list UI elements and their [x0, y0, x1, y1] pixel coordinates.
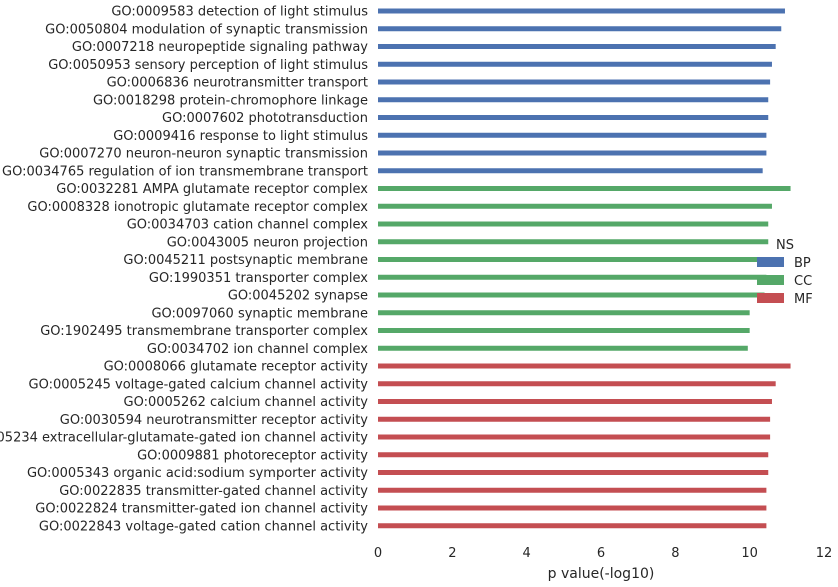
- bar-cc-17: [378, 310, 750, 316]
- bar-bp-6: [378, 115, 769, 120]
- category-label-19: GO:0034702 ion channel complex: [147, 342, 368, 357]
- x-tick-label-4: 8: [671, 546, 679, 561]
- legend-swatch-bp: [757, 257, 784, 267]
- bar-cc-14: [378, 257, 769, 262]
- category-label-17: GO:0097060 synaptic membrane: [151, 306, 368, 321]
- legend-label-mf: MF: [794, 292, 813, 307]
- bar-cc-13: [378, 239, 769, 245]
- bar-cc-15: [378, 274, 767, 280]
- category-label-27: GO:0022835 transmitter-gated channel act…: [59, 484, 368, 499]
- category-label-24: GO:0005234 extracellular-glutamate-gated…: [0, 431, 368, 446]
- category-label-13: GO:0043005 neuron projection: [167, 235, 368, 250]
- category-label-0: GO:0009583 detection of light stimulus: [111, 5, 368, 20]
- category-label-26: GO:0005343 organic acid:sodium symporter…: [27, 466, 368, 481]
- category-label-11: GO:0008328 ionotropic glutamate receptor…: [27, 200, 368, 215]
- category-label-21: GO:0005245 voltage-gated calcium channel…: [29, 377, 369, 392]
- x-tick-label-6: 12: [816, 546, 833, 561]
- legend-swatch-cc: [757, 275, 784, 285]
- bar-mf-26: [378, 470, 769, 475]
- bar-bp-5: [378, 97, 769, 103]
- x-tick-label-0: 0: [374, 546, 382, 561]
- bar-cc-11: [378, 203, 772, 209]
- category-label-9: GO:0034765 regulation of ion transmembra…: [2, 164, 368, 179]
- bar-bp-9: [378, 168, 763, 174]
- category-label-5: GO:0018298 protein-chromophore linkage: [93, 93, 368, 108]
- category-label-14: GO:0045211 postsynaptic membrane: [123, 253, 368, 268]
- category-label-4: GO:0006836 neurotransmitter transport: [107, 76, 368, 91]
- category-label-2: GO:0007218 neuropeptide signaling pathwa…: [72, 40, 368, 55]
- category-label-18: GO:1902495 transmembrane transporter com…: [40, 324, 368, 339]
- bar-mf-23: [378, 416, 771, 422]
- x-axis-title: p value(-log10): [548, 566, 655, 582]
- legend-label-bp: BP: [794, 256, 811, 271]
- bar-cc-12: [378, 221, 769, 227]
- bars-layer: [378, 8, 791, 529]
- bar-bp-8: [378, 150, 767, 156]
- category-label-3: GO:0050953 sensory perception of light s…: [48, 58, 368, 73]
- category-label-20: GO:0008066 glutamate receptor activity: [104, 360, 369, 375]
- category-labels: GO:0009583 detection of light stimulus GO…: [0, 5, 368, 535]
- category-label-12: GO:0034703 cation channel complex: [127, 218, 369, 233]
- legend: NS BP CC MF: [757, 238, 813, 307]
- category-label-15: GO:1990351 transporter complex: [149, 271, 368, 286]
- bar-cc-10: [378, 186, 791, 191]
- bar-mf-21: [378, 381, 776, 387]
- bar-mf-27: [378, 487, 767, 493]
- bar-mf-24: [378, 434, 771, 440]
- category-label-6: GO:0007602 phototransduction: [162, 111, 368, 126]
- bar-cc-16: [378, 292, 765, 298]
- category-label-25: GO:0009881 photoreceptor activity: [137, 448, 368, 463]
- legend-title: NS: [776, 238, 794, 253]
- bar-mf-22: [378, 399, 772, 404]
- bar-bp-3: [378, 61, 772, 67]
- category-label-8: GO:0007270 neuron-neuron synaptic transm…: [39, 147, 368, 162]
- x-tick-label-1: 2: [448, 546, 456, 561]
- category-label-28: GO:0022824 transmitter-gated ion channel…: [35, 502, 368, 517]
- category-label-22: GO:0005262 calcium channel activity: [124, 395, 369, 410]
- bar-bp-0: [378, 8, 785, 14]
- x-tick-label-2: 4: [523, 546, 531, 561]
- category-label-29: GO:0022843 voltage-gated cation channel …: [39, 519, 368, 534]
- category-label-16: GO:0045202 synapse: [228, 289, 368, 304]
- bar-bp-2: [378, 44, 776, 49]
- legend-label-cc: CC: [794, 274, 812, 289]
- bar-mf-25: [378, 452, 769, 458]
- legend-swatch-mf: [757, 293, 784, 303]
- category-label-7: GO:0009416 response to light stimulus: [113, 129, 368, 144]
- category-label-23: GO:0030594 neurotransmitter receptor act…: [60, 413, 369, 428]
- x-axis: 0 2 4 6 8 10 12: [374, 546, 832, 561]
- bar-mf-28: [378, 505, 767, 511]
- bar-mf-29: [378, 523, 767, 529]
- bar-bp-1: [378, 26, 782, 32]
- bar-cc-19: [378, 345, 748, 351]
- bar-bp-4: [378, 79, 771, 85]
- x-tick-label-5: 10: [741, 546, 758, 561]
- x-tick-label-3: 6: [597, 546, 605, 561]
- bar-cc-18: [378, 328, 750, 333]
- category-label-10: GO:0032281 AMPA glutamate receptor compl…: [56, 182, 368, 197]
- category-label-1: GO:0050804 modulation of synaptic transm…: [45, 22, 368, 37]
- bar-mf-20: [378, 363, 791, 369]
- bar-bp-7: [378, 132, 767, 138]
